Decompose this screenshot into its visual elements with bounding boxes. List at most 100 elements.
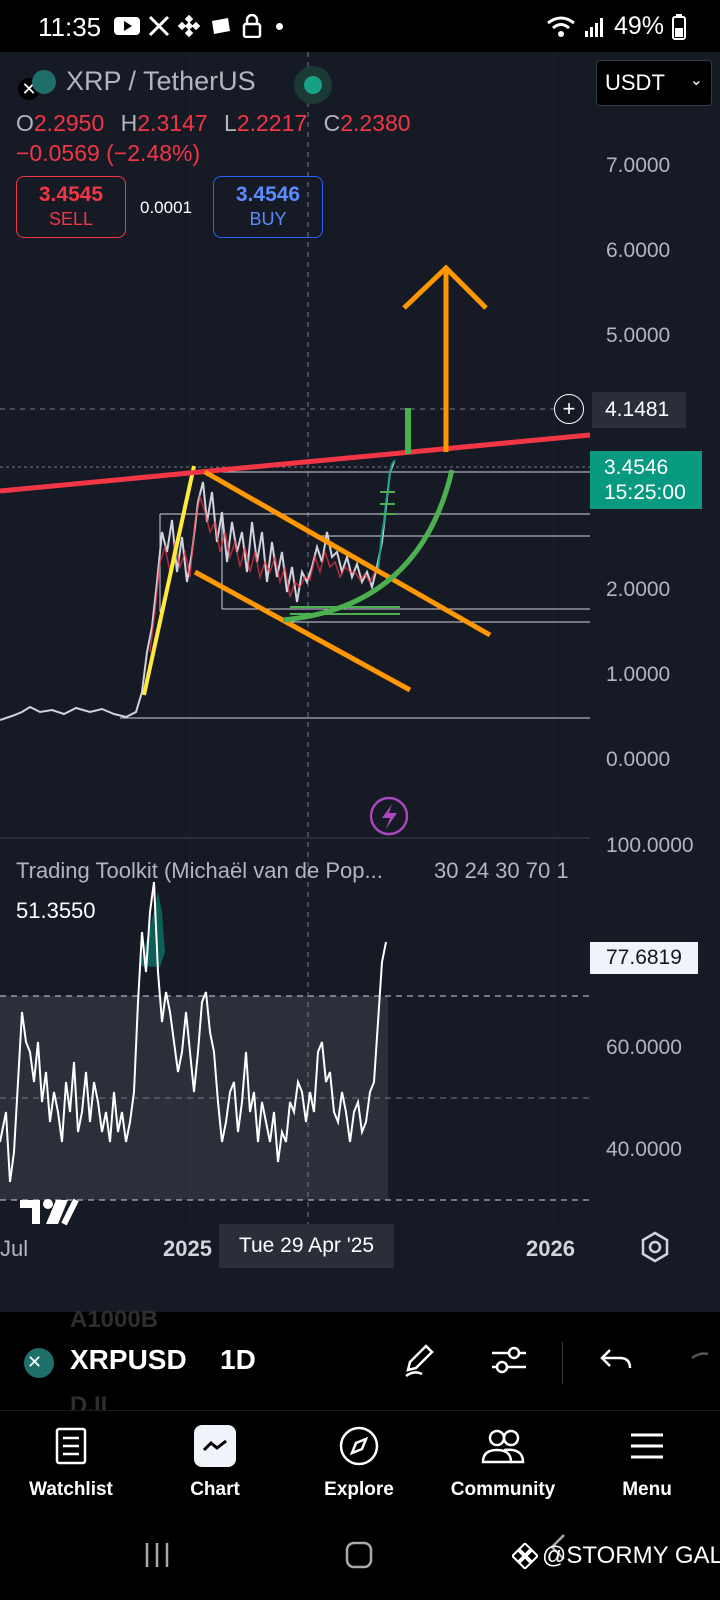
price-change: −0.0569 (−2.48%) — [16, 140, 201, 166]
price-candles — [0, 461, 395, 721]
sell-label: SELL — [48, 209, 94, 229]
watermark: @STORMY GAL — [512, 1542, 720, 1570]
indicator-params[interactable]: 30 24 30 70 1 — [434, 858, 569, 883]
system-nav-bar: @STORMY GAL — [0, 1520, 720, 1600]
indicator-axis-label: 100.0000 — [606, 834, 694, 857]
menu-icon — [631, 1433, 663, 1459]
chart-icon — [194, 1425, 236, 1467]
chevron-down-icon: ⌄ — [689, 72, 703, 89]
nav-label: Community — [450, 1479, 556, 1500]
tradingview-logo-icon — [20, 1198, 79, 1226]
indicator-axis-label: 60.0000 — [606, 1036, 682, 1059]
add-alert-icon[interactable]: + — [554, 394, 584, 424]
compass-icon — [339, 1426, 379, 1466]
back-icon[interactable] — [548, 1532, 568, 1562]
nav-explore[interactable]: Explore — [294, 1421, 424, 1501]
nav-community[interactable]: Community — [438, 1421, 568, 1501]
wedge-upper-line[interactable] — [203, 469, 492, 638]
chart-toolbar: A1000B D.II ✕ XRPUSD 1D — [0, 1306, 720, 1419]
close-value: 2.2380 — [340, 110, 411, 136]
sell-price: 3.4545 — [38, 183, 104, 206]
indicators-icon[interactable] — [488, 1340, 530, 1380]
battery-icon — [672, 13, 686, 40]
indicator-current-tag: 77.6819 — [590, 942, 698, 974]
indicator-value: 51.3550 — [16, 898, 96, 923]
target-arrow[interactable] — [402, 264, 488, 452]
buy-label: BUY — [249, 209, 287, 229]
indicator-title[interactable]: Trading Toolkit (Michaël van de Pop... — [16, 858, 383, 883]
symbol-title[interactable]: XRP / TetherUS — [32, 66, 256, 97]
watermark-text: @STORMY GAL — [542, 1542, 720, 1569]
status-time: 11:35 — [38, 12, 102, 42]
bar-countdown: 15:25:00 — [604, 481, 686, 504]
settings-icon[interactable] — [638, 1230, 672, 1264]
status-bar: 11:35 49% — [0, 0, 720, 52]
x-icon — [148, 15, 170, 37]
community-icon — [481, 1429, 525, 1464]
price-axis-label: 0.0000 — [606, 748, 671, 771]
symbol-logo-icon[interactable] — [24, 1348, 54, 1378]
close-icon[interactable]: ✕ — [27, 1352, 43, 1372]
time-axis[interactable]: Jul 2025 Tue 29 Apr '25 2026 — [0, 1224, 720, 1276]
home-icon[interactable] — [344, 1540, 374, 1570]
battery-percent: 49% — [613, 12, 664, 40]
more-dot-icon — [276, 22, 283, 30]
notification-icons — [114, 14, 283, 38]
interval-button[interactable]: 1D — [220, 1344, 256, 1375]
price-axis-label: 2.0000 — [606, 578, 671, 601]
watchlist-icon — [55, 1427, 87, 1465]
lightning-icon[interactable] — [369, 796, 409, 836]
ohlc-legend: O2.2950 H2.3147 L2.2217 C2.2380 — [16, 110, 411, 136]
impulse-trendline[interactable] — [142, 465, 196, 696]
status-right: 49% — [546, 12, 686, 41]
bottom-nav: Watchlist Chart Explore Community — [0, 1410, 720, 1520]
pencil-icon[interactable] — [400, 1340, 440, 1380]
nav-label: Chart — [190, 1479, 240, 1500]
indicator-axis-label: 40.0000 — [606, 1138, 682, 1161]
price-axis-label: 7.0000 — [606, 154, 671, 177]
price-chart-canvas[interactable] — [0, 52, 720, 1312]
cards-icon — [212, 18, 230, 34]
time-label: 2025 — [163, 1236, 212, 1261]
high-value: 2.3147 — [137, 110, 208, 136]
youtube-icon — [114, 17, 140, 35]
crosshair-date-tag: Tue 29 Apr '25 — [219, 1224, 394, 1268]
currency-value: USDT — [605, 70, 665, 95]
symbol-button[interactable]: XRPUSD — [70, 1344, 187, 1375]
price-axis-label: 5.0000 — [606, 324, 671, 347]
toolbar-divider — [562, 1342, 563, 1384]
last-price: 3.4546 — [604, 456, 669, 479]
nav-watchlist[interactable]: Watchlist — [6, 1421, 136, 1501]
wedge-lower-line[interactable] — [193, 569, 412, 693]
last-price-tag: 3.4546 15:25:00 — [590, 451, 702, 509]
nav-label: Watchlist — [29, 1479, 113, 1500]
buy-button[interactable]: 3.4546 BUY — [213, 176, 323, 238]
binance-icon — [178, 15, 200, 37]
price-axis-label: 1.0000 — [606, 663, 671, 686]
time-label: Jul — [0, 1236, 29, 1261]
crosshair-price-tag: 4.1481 — [592, 392, 686, 428]
signal-icon — [584, 17, 603, 37]
symbol-name: XRP / TetherUS — [66, 66, 256, 96]
low-value: 2.2217 — [236, 110, 308, 136]
nav-chart[interactable]: Chart — [150, 1421, 280, 1501]
cup-curve[interactable] — [282, 469, 455, 623]
nav-label: Explore — [324, 1479, 394, 1500]
wifi-icon — [547, 16, 575, 37]
resistance-trendline[interactable] — [0, 432, 591, 494]
rsi-line — [0, 881, 387, 1183]
time-label: 2026 — [526, 1236, 575, 1261]
open-value: 2.2950 — [33, 110, 105, 136]
sell-button[interactable]: 3.4545 SELL — [16, 176, 126, 238]
price-axis-label: 6.0000 — [606, 239, 671, 262]
recent-apps-icon[interactable] — [142, 1540, 172, 1570]
chart-area[interactable]: ✕ XRP / TetherUS USDT ⌄ O2.2950 H2.3147 … — [0, 52, 720, 1312]
xrp-logo-icon — [32, 69, 56, 94]
buy-price: 3.4546 — [235, 183, 301, 206]
undo-icon[interactable] — [598, 1340, 634, 1380]
nav-menu[interactable]: Menu — [582, 1421, 712, 1501]
market-open-icon — [294, 66, 332, 104]
lock-icon — [242, 14, 262, 38]
currency-select[interactable]: USDT ⌄ — [596, 60, 712, 106]
redo-icon[interactable] — [690, 1340, 720, 1380]
